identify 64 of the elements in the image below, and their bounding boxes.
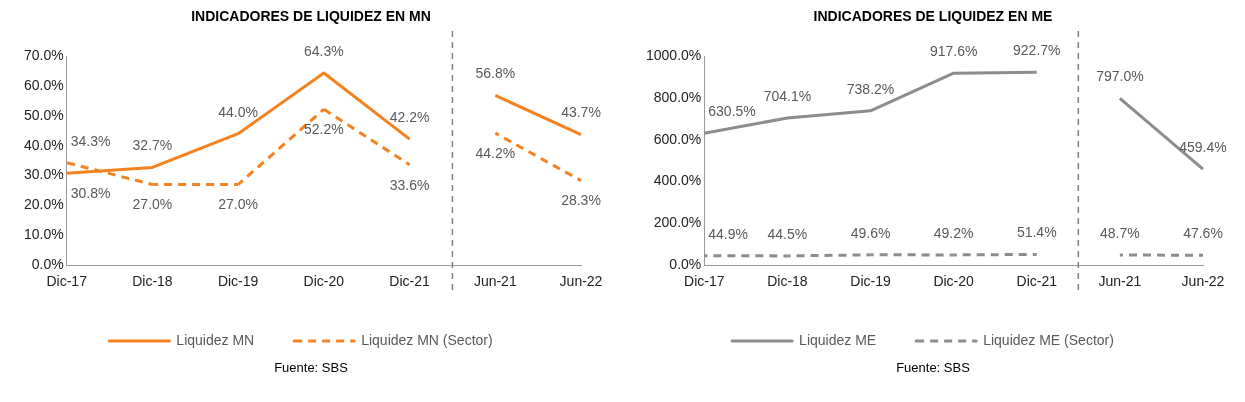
data-label: 28.3%: [561, 192, 601, 209]
data-label: 27.0%: [218, 196, 258, 213]
x-tick-label: Dic-18: [132, 273, 173, 290]
x-tick-label: Dic-21: [1016, 273, 1058, 290]
y-tick-label: 0.0%: [31, 256, 64, 273]
x-tick-label: Jun-22: [559, 273, 603, 290]
y-tick-label: 40.0%: [23, 136, 64, 153]
data-label: 44.2%: [475, 144, 516, 161]
source-note: Fuente: SBS: [274, 360, 348, 375]
data-label: 922.7%: [1013, 42, 1061, 59]
data-label: 33.6%: [389, 176, 430, 193]
data-label: 64.3%: [304, 42, 344, 59]
y-tick-label: 60.0%: [23, 76, 64, 93]
x-tick-label: Dic-19: [850, 273, 891, 290]
y-tick-label: 50.0%: [23, 106, 64, 123]
data-label: 797.0%: [1096, 68, 1144, 85]
data-label: 47.6%: [1183, 225, 1223, 242]
data-label: 30.8%: [70, 185, 111, 202]
legend-label: Liquidez MN (Sector): [361, 331, 493, 348]
data-label: 917.6%: [929, 43, 978, 60]
y-tick-label: 400.0%: [653, 172, 702, 189]
x-tick-label: Dic-20: [303, 273, 345, 290]
x-tick-label: Dic-17: [684, 273, 725, 290]
y-tick-label: 800.0%: [653, 88, 702, 105]
data-label: 51.4%: [1016, 224, 1057, 241]
data-label: 704.1%: [763, 87, 812, 104]
chart-title: INDICADORES DE LIQUIDEZ EN MN: [191, 8, 431, 26]
y-tick-label: 30.0%: [23, 166, 64, 183]
source-note: Fuente: SBS: [896, 360, 970, 375]
data-label: 459.4%: [1179, 138, 1227, 155]
data-label: 42.2%: [389, 108, 430, 125]
data-label: 44.5%: [767, 225, 808, 242]
data-label: 738.2%: [846, 80, 895, 97]
data-label: 27.0%: [132, 196, 173, 213]
data-label: 43.7%: [561, 104, 601, 121]
x-tick-label: Dic-19: [217, 273, 259, 290]
legend-label: Liquidez ME (Sector): [983, 331, 1114, 348]
data-label: 48.7%: [1100, 224, 1140, 241]
x-tick-label: Dic-20: [933, 273, 975, 290]
x-tick-label: Dic-17: [46, 273, 88, 290]
data-label: 49.2%: [933, 224, 974, 241]
data-label: 44.0%: [218, 103, 258, 120]
x-tick-label: Dic-21: [389, 273, 430, 290]
data-label: 52.2%: [304, 121, 344, 138]
x-tick-label: Jun-22: [1181, 273, 1225, 290]
y-tick-label: 600.0%: [653, 130, 702, 147]
data-label: 49.6%: [850, 224, 891, 241]
y-tick-label: 70.0%: [23, 46, 64, 63]
x-tick-label: Jun-21: [1098, 273, 1142, 290]
y-tick-label: 200.0%: [653, 214, 702, 231]
data-label: 32.7%: [132, 137, 173, 154]
chart-title: INDICADORES DE LIQUIDEZ EN ME: [813, 8, 1053, 26]
data-label: 56.8%: [475, 65, 516, 82]
x-tick-label: Dic-18: [767, 273, 808, 290]
data-label: 630.5%: [708, 103, 756, 120]
legend-label: Liquidez MN: [176, 331, 255, 348]
legend-label: Liquidez ME: [799, 331, 877, 348]
y-tick-label: 10.0%: [23, 226, 64, 243]
data-label: 44.9%: [708, 225, 748, 242]
y-tick-label: 0.0%: [669, 256, 702, 273]
y-tick-label: 1000.0%: [645, 46, 702, 63]
data-label: 34.3%: [70, 132, 111, 149]
y-tick-label: 20.0%: [23, 196, 64, 213]
x-tick-label: Jun-21: [473, 273, 517, 290]
